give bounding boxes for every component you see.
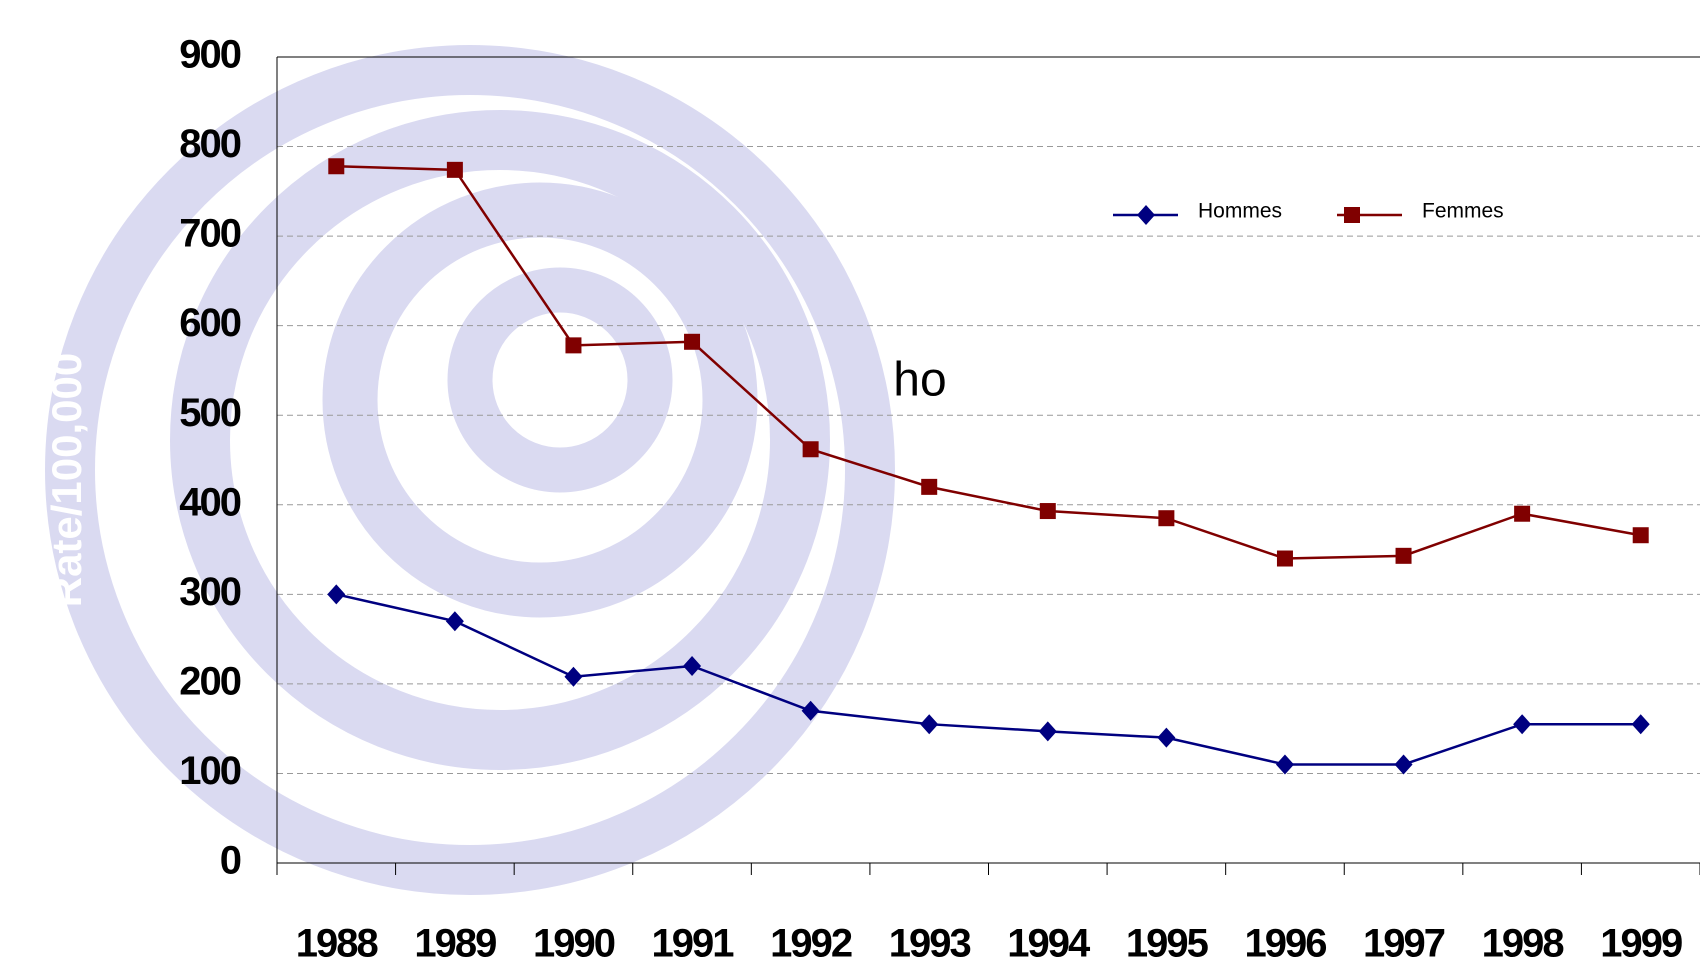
x-tick-label: 1998	[1482, 922, 1565, 966]
data-point	[920, 714, 938, 734]
y-tick-label: 700	[179, 212, 240, 256]
data-point	[1633, 527, 1649, 543]
x-tick-label: 1999	[1600, 922, 1682, 966]
x-tick-label: 1988	[296, 922, 379, 966]
legend-marker	[1344, 207, 1360, 223]
data-point	[328, 158, 344, 174]
y-tick-label: 900	[179, 33, 240, 77]
y-axis-label: Rate/100,000	[43, 353, 90, 608]
data-point	[1632, 714, 1650, 734]
chart: Rate/100,000 ho 0 100 200 300 400 500 600 700 80…	[0, 0, 1700, 968]
x-tick-label: 1993	[889, 922, 971, 966]
x-tick-label: 1996	[1244, 922, 1326, 966]
y-tick-label: 500	[179, 391, 240, 435]
data-point	[1395, 754, 1413, 774]
data-point	[921, 479, 937, 495]
data-point	[447, 162, 463, 178]
data-point	[803, 441, 819, 457]
y-tick-label: 800	[179, 122, 240, 166]
y-tick-label: 200	[179, 659, 240, 703]
data-point	[1277, 551, 1293, 567]
data-point	[1514, 506, 1530, 522]
x-tick-label: 1990	[533, 922, 615, 966]
data-point	[327, 584, 345, 604]
y-tick-label: 600	[179, 301, 240, 345]
data-point	[1276, 754, 1294, 774]
data-point	[1039, 721, 1057, 741]
data-point	[1513, 714, 1531, 734]
x-tick-label: 1989	[414, 922, 496, 966]
legend-label: Hommes	[1198, 200, 1282, 223]
x-tick-label: 1991	[652, 922, 735, 966]
data-point	[1396, 548, 1412, 564]
data-point	[565, 337, 581, 353]
x-tick-label: 1994	[1007, 922, 1091, 966]
y-tick-label: 300	[179, 570, 240, 614]
x-tick-label: 1995	[1126, 922, 1209, 966]
data-point	[1157, 728, 1175, 748]
x-tick-label: 1992	[770, 922, 852, 966]
data-point	[1158, 510, 1174, 526]
data-point	[684, 334, 700, 350]
y-tick-label: 0	[220, 839, 241, 883]
legend-marker	[1137, 205, 1155, 225]
data-point	[446, 611, 464, 631]
data-point	[1040, 503, 1056, 519]
x-tick-label: 1997	[1363, 922, 1445, 966]
y-tick-label: 400	[179, 480, 240, 524]
legend-label: Femmes	[1422, 200, 1504, 223]
y-tick-label: 100	[179, 749, 240, 793]
annotation: ho	[893, 354, 946, 407]
